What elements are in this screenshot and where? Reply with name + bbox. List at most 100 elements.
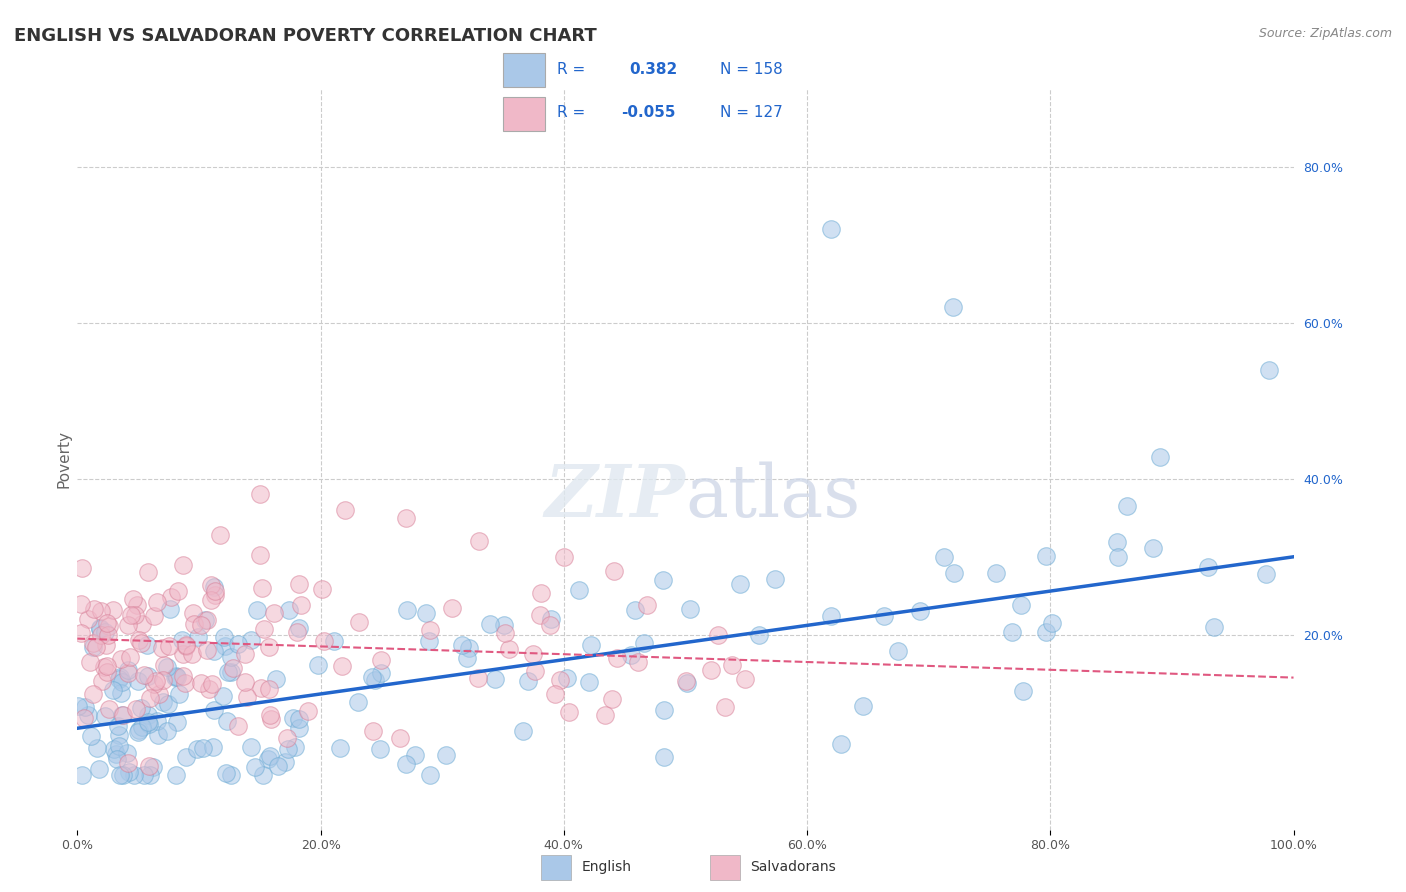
Point: [652, 703, 675, 717]
Point: [676, 676, 699, 690]
Point: [172, 669, 194, 683]
Point: [679, 601, 702, 615]
Point: [484, 672, 506, 686]
Point: [297, 704, 319, 718]
Point: [820, 222, 842, 236]
Point: [97, 628, 120, 642]
Point: [246, 603, 269, 617]
Point: [204, 583, 226, 598]
Point: [984, 566, 1007, 580]
Point: [167, 583, 190, 598]
Point: [419, 623, 441, 637]
Point: [170, 633, 193, 648]
Point: [82, 636, 104, 650]
Point: [156, 724, 179, 739]
Point: [136, 565, 159, 579]
Point: [204, 580, 226, 594]
Point: [540, 612, 562, 626]
Point: [159, 601, 181, 615]
Point: [90, 673, 112, 688]
Point: [287, 712, 309, 726]
Point: [80, 730, 103, 744]
Point: [440, 600, 463, 615]
Point: [312, 634, 335, 648]
Point: [181, 606, 204, 620]
Point: [132, 768, 155, 782]
Point: [250, 581, 273, 595]
Point: [267, 759, 290, 773]
Point: [361, 671, 384, 685]
Point: [256, 752, 278, 766]
Point: [117, 617, 139, 632]
Point: [104, 747, 127, 761]
Point: [97, 619, 120, 633]
Point: [517, 673, 540, 688]
Point: [593, 708, 616, 723]
Point: [714, 699, 737, 714]
Text: ENGLISH VS SALVADORAN POVERTY CORRELATION CHART: ENGLISH VS SALVADORAN POVERTY CORRELATIO…: [14, 27, 596, 45]
Point: [498, 641, 520, 656]
Point: [82, 687, 104, 701]
Point: [75, 699, 97, 714]
Point: [103, 603, 125, 617]
Point: [93, 660, 115, 674]
Point: [250, 681, 273, 696]
Point: [202, 739, 225, 754]
Point: [1202, 620, 1225, 634]
Point: [1149, 450, 1171, 465]
Point: [730, 577, 752, 591]
Point: [228, 637, 250, 651]
Point: [186, 741, 208, 756]
Point: [290, 598, 312, 612]
Text: Salvadorans: Salvadorans: [751, 860, 837, 874]
Point: [70, 561, 93, 575]
Point: [512, 723, 534, 738]
Point: [129, 701, 152, 715]
Point: [492, 617, 515, 632]
FancyBboxPatch shape: [503, 53, 546, 87]
Point: [174, 639, 197, 653]
Point: [111, 675, 134, 690]
Point: [94, 708, 117, 723]
Point: [67, 698, 90, 713]
Point: [259, 711, 281, 725]
Point: [96, 665, 118, 679]
Point: [233, 675, 256, 690]
Point: [172, 558, 194, 573]
Point: [112, 708, 135, 723]
Point: [820, 608, 842, 623]
Text: N = 127: N = 127: [720, 105, 783, 120]
Point: [79, 655, 101, 669]
Point: [522, 647, 544, 661]
Point: [110, 686, 132, 700]
Point: [1107, 535, 1129, 549]
Point: [219, 649, 242, 664]
Point: [329, 740, 352, 755]
Point: [204, 588, 226, 602]
Point: [633, 636, 655, 650]
Point: [139, 690, 162, 705]
Point: [228, 719, 250, 733]
Point: [361, 724, 384, 739]
Point: [212, 690, 235, 704]
Point: [1040, 615, 1063, 630]
Point: [1115, 499, 1137, 513]
Point: [142, 608, 165, 623]
Point: [110, 670, 132, 684]
Text: atlas: atlas: [686, 461, 860, 532]
Point: [77, 612, 100, 626]
Point: [404, 747, 426, 762]
Point: [148, 687, 170, 701]
Point: [263, 606, 285, 620]
Point: [125, 702, 148, 716]
Point: [165, 669, 187, 683]
Point: [136, 669, 159, 683]
Text: R =: R =: [557, 105, 589, 120]
Point: [127, 725, 149, 739]
FancyBboxPatch shape: [541, 855, 571, 880]
Point: [479, 617, 502, 632]
Point: [190, 618, 212, 632]
Point: [219, 665, 242, 679]
Point: [103, 742, 125, 756]
Point: [456, 651, 478, 665]
